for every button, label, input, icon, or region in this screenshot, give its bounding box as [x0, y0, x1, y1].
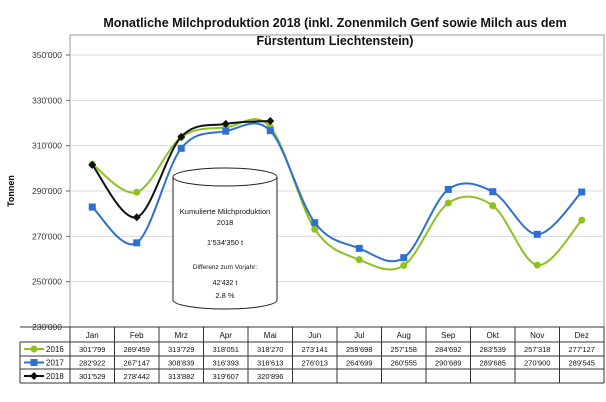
table-cell: 308'839	[168, 359, 194, 368]
data-point-2017	[133, 239, 141, 247]
table-cell: 289'685	[480, 359, 506, 368]
table-cell: 316'393	[213, 359, 239, 368]
cylinder-top	[172, 167, 278, 187]
table-cell: 277'127	[569, 345, 595, 354]
y-tick-label: 330'000	[32, 95, 62, 105]
data-point-2016	[133, 188, 141, 196]
data-point-2017	[533, 230, 541, 238]
series-line-2016	[91, 118, 583, 271]
table-cell: 301'529	[79, 372, 105, 381]
y-tick-label: 250'000	[32, 277, 62, 287]
data-point-2018	[132, 213, 141, 222]
chart-title: Monatliche Milchproduktion 2018 (inkl. Z…	[70, 14, 600, 50]
table-cell: 289'459	[124, 345, 150, 354]
y-tick-label: 290'000	[32, 186, 62, 196]
series-line-2017	[91, 122, 583, 263]
x-tick-label: Mai	[264, 331, 277, 340]
x-tick-label: Dez	[575, 331, 589, 340]
data-point-2016	[355, 256, 363, 264]
table-cell: 278'442	[124, 372, 150, 381]
x-tick-label: Jan	[86, 331, 99, 340]
series-line-2018	[91, 119, 271, 219]
data-point-2017	[489, 188, 497, 196]
table-cell: 270'900	[524, 359, 550, 368]
x-tick-label: Feb	[130, 331, 144, 340]
y-tick-label: 270'000	[32, 231, 62, 241]
legend-label: 2016	[46, 345, 64, 354]
y-tick-label: 310'000	[32, 141, 62, 151]
cylinder-body	[172, 177, 278, 310]
data-point-2017	[444, 185, 452, 193]
annotation-diff-value: 42'432 t	[213, 280, 238, 287]
annotation-heading: Kumulierte Milchproduktion	[180, 207, 270, 216]
data-point-2017	[400, 254, 408, 262]
data-point-2018	[88, 160, 97, 169]
x-tick-label: Sep	[441, 331, 456, 340]
table-cell: 316'613	[257, 359, 283, 368]
annotation-total: 1'534'350 t	[207, 238, 244, 247]
table-cell: 267'147	[124, 359, 150, 368]
data-point-2017	[266, 127, 274, 135]
data-point-2016	[311, 225, 319, 233]
table-cell: 313'882	[168, 372, 194, 381]
x-tick-label: Jun	[308, 331, 321, 340]
data-point-2016	[578, 216, 586, 224]
data-point-2017	[88, 203, 96, 211]
legend-label: 2017	[46, 359, 64, 368]
data-point-2016	[533, 261, 541, 269]
legend-label: 2018	[46, 372, 64, 381]
data-point-2017	[578, 188, 586, 196]
data-point-2018	[221, 119, 230, 128]
table-cell: 320'896	[257, 372, 283, 381]
table-cell: 283'539	[480, 345, 506, 354]
data-point-2017	[222, 127, 230, 135]
y-axis-label: Tonnen	[6, 175, 16, 207]
x-tick-label: Jul	[354, 331, 364, 340]
annotation-year: 2018	[217, 218, 234, 227]
x-tick-label: Mrz	[175, 331, 188, 340]
x-tick-label: Okt	[487, 331, 500, 340]
annotation-diff-percent: 2.8 %	[215, 291, 235, 300]
table-cell: 289'545	[569, 359, 595, 368]
legend-marker-2016	[30, 345, 38, 353]
legend-marker-2018	[30, 372, 38, 380]
y-tick-label: 350'000	[32, 50, 62, 60]
data-point-2017	[177, 144, 185, 152]
table-cell: 301'799	[79, 345, 105, 354]
data-point-2018	[177, 132, 186, 141]
data-point-2018	[266, 116, 275, 125]
data-point-2017	[355, 244, 363, 252]
table-cell: 260'555	[391, 359, 417, 368]
table-cell: 319'607	[213, 372, 239, 381]
table-cell: 276'013	[302, 359, 328, 368]
legend-marker-2017	[30, 359, 38, 366]
table-cell: 264'699	[346, 359, 372, 368]
table-cell: 259'698	[346, 345, 372, 354]
title-line-2: Fürstentum Liechtenstein)	[256, 34, 414, 48]
table-cell: 313'729	[168, 345, 194, 354]
x-tick-label: Apr	[220, 331, 233, 340]
table-cell: 290'689	[435, 359, 461, 368]
table-cell: 318'270	[257, 345, 283, 354]
title-line-1: Monatliche Milchproduktion 2018 (inkl. Z…	[103, 16, 567, 30]
x-tick-label: Aug	[397, 331, 411, 340]
data-point-2016	[444, 199, 452, 207]
x-tick-label: Nov	[530, 331, 544, 340]
data-point-2016	[489, 202, 497, 210]
table-cell: 284'692	[435, 345, 461, 354]
table-cell: 257'318	[524, 345, 550, 354]
data-point-2017	[311, 219, 319, 227]
table-cell: 318'051	[213, 345, 239, 354]
table-cell: 257'158	[391, 345, 417, 354]
table-cell: 282'922	[79, 359, 105, 368]
data-point-2016	[400, 261, 408, 269]
table-cell: 273'141	[302, 345, 328, 354]
annotation-diff-label: Differenz zum Vorjahr:	[193, 264, 257, 271]
